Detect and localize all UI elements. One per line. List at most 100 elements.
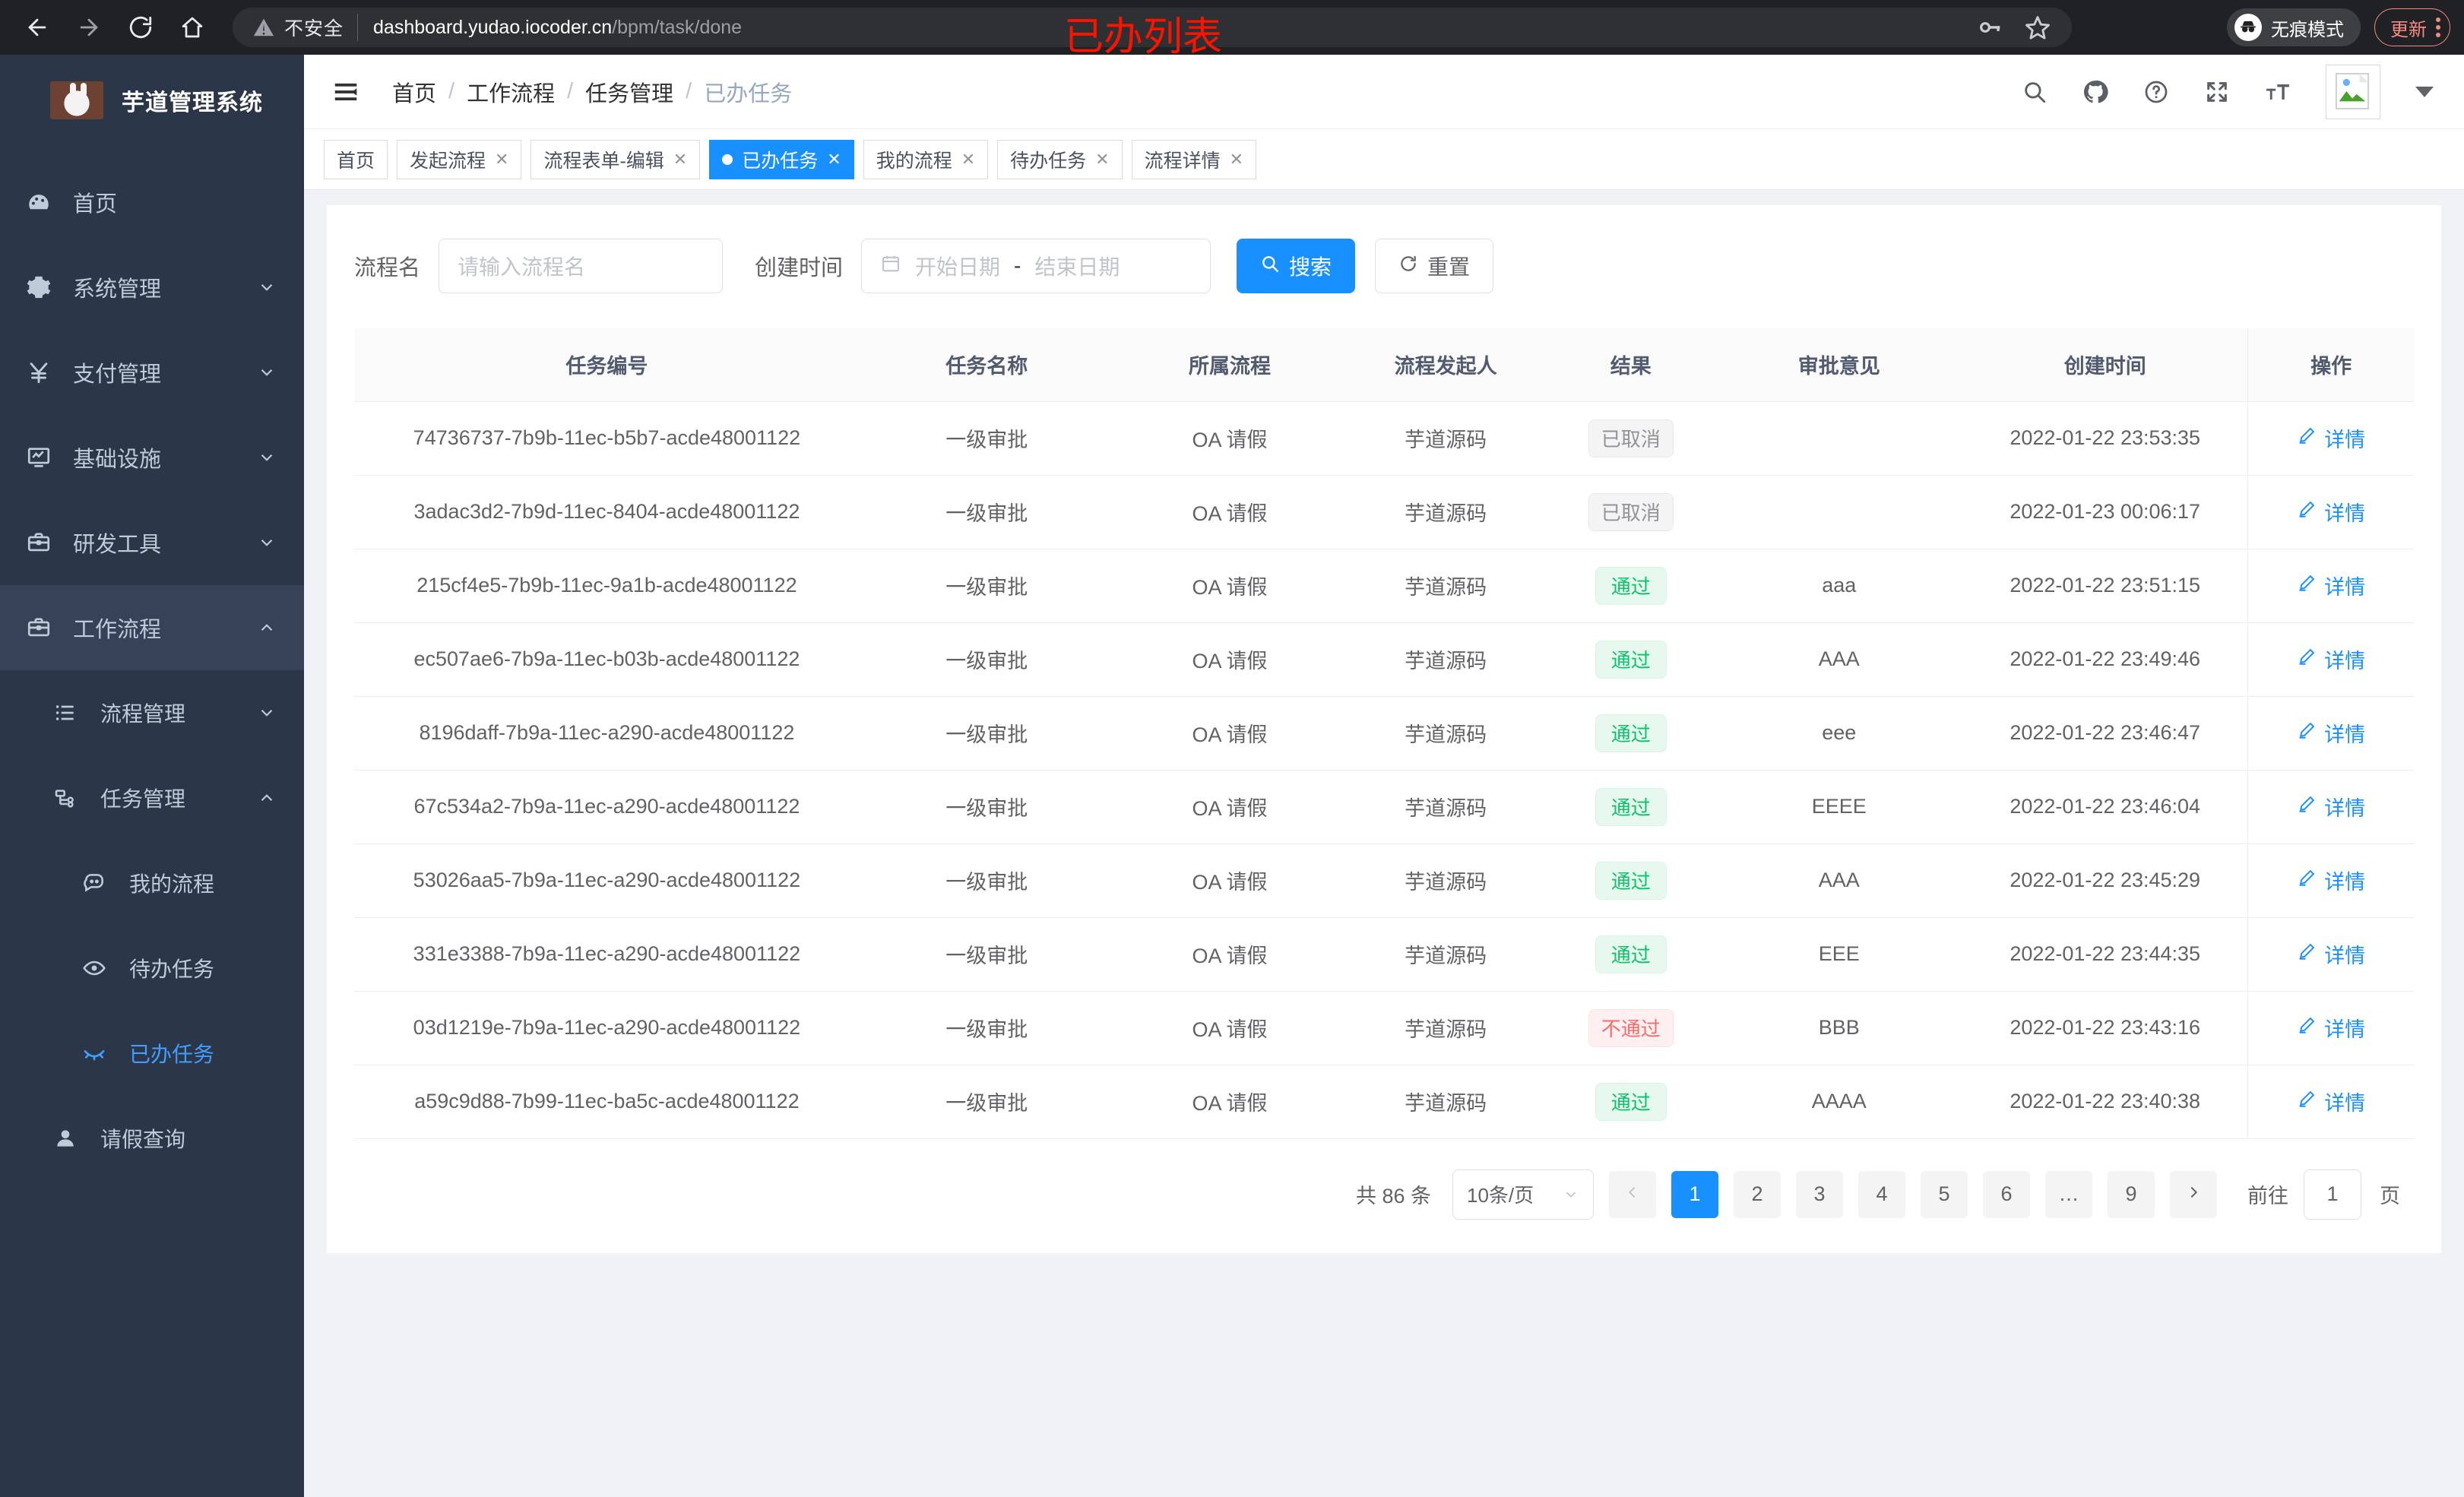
page-number-list: 1 2 3 4 5 6 … 9 [1671,1170,2155,1218]
kebab-menu-icon[interactable] [2436,17,2440,37]
page-ellipsis[interactable]: … [2045,1170,2092,1218]
sidebar-item-label: 基础设施 [73,448,162,472]
sidebar-item-leave-query[interactable]: 请假查询 [0,1096,304,1181]
page-button-9[interactable]: 9 [2108,1170,2155,1218]
update-button[interactable]: 更新 [2374,8,2450,46]
sidebar-item-my-process[interactable]: 我的流程 [0,840,304,926]
prev-page-button[interactable] [1609,1170,1656,1218]
tab-todo-task[interactable]: 待办任务 ✕ [997,139,1123,179]
sidebar-item-task-management[interactable]: 任务管理 [0,755,304,840]
close-icon[interactable]: ✕ [495,149,509,169]
cell-task-id: 53026aa5-7b9a-11ec-a290-acde48001122 [354,843,860,918]
search-icon[interactable] [2022,79,2048,105]
sidebar-item-infrastructure[interactable]: 基础设施 [0,415,304,500]
sidebar-item-label: 我的流程 [129,872,215,896]
avatar[interactable] [2326,64,2380,119]
page-button-4[interactable]: 4 [1858,1170,1905,1218]
tab-done-task[interactable]: 已办任务 ✕ [709,139,854,179]
hamburger-icon[interactable] [331,78,360,106]
page-button-2[interactable]: 2 [1734,1170,1781,1218]
process-name-input[interactable]: 请输入流程名 [439,239,724,293]
sidebar-item-system[interactable]: 系统管理 [0,245,304,330]
cell-operation: 详情 [2247,1065,2414,1139]
reload-button[interactable] [117,4,164,51]
filter-bar: 流程名 请输入流程名 创建时间 开始日期 - 结束日期 [354,239,2414,328]
table-row: a59c9d88-7b99-11ec-ba5c-acde48001122 一级审批… [354,1065,2414,1139]
sidebar-item-devtools[interactable]: 研发工具 [0,500,304,585]
content-card: 流程名 请输入流程名 创建时间 开始日期 - 结束日期 [327,205,2441,1253]
tab-process-detail[interactable]: 流程详情 ✕ [1131,139,1257,179]
table-row: 53026aa5-7b9a-11ec-a290-acde48001122 一级审批… [354,843,2414,918]
key-icon[interactable] [1978,15,2002,40]
cell-operation: 详情 [2247,770,2414,844]
incognito-indicator[interactable]: 无痕模式 [2227,8,2361,46]
fullscreen-icon[interactable] [2204,79,2230,105]
detail-button[interactable]: 详情 [2297,497,2365,527]
total-count-label: 共 86 条 [1355,1185,1431,1207]
detail-button[interactable]: 详情 [2297,718,2365,748]
help-circle-icon[interactable] [2143,79,2169,105]
cell-task-id: 03d1219e-7b9a-11ec-a290-acde48001122 [354,991,860,1065]
cell-opinion: EEEE [1715,770,1963,844]
cell-created-time: 2022-01-22 23:49:46 [1962,622,2248,697]
chat-icon [82,871,129,895]
reset-button[interactable]: 重置 [1375,239,1494,293]
sidebar-item-process-management[interactable]: 流程管理 [0,670,304,755]
page-button-1[interactable]: 1 [1671,1170,1718,1218]
close-icon[interactable]: ✕ [1229,149,1244,169]
close-icon[interactable]: ✕ [1095,149,1110,169]
create-time-range-picker[interactable]: 开始日期 - 结束日期 [861,239,1211,293]
search-button[interactable]: 搜索 [1237,239,1356,293]
detail-button[interactable]: 详情 [2297,792,2365,821]
detail-button[interactable]: 详情 [2297,571,2365,600]
close-icon[interactable]: ✕ [673,149,688,169]
font-size-icon[interactable] [2265,79,2291,105]
page-button-5[interactable]: 5 [1921,1170,1968,1218]
breadcrumb-item-2[interactable]: 工作流程 [467,81,556,106]
close-icon[interactable]: ✕ [961,149,976,169]
page-size-select[interactable]: 10条/页 [1452,1169,1594,1220]
cell-initiator: 芋道源码 [1345,843,1547,918]
detail-button[interactable]: 详情 [2297,1013,2365,1043]
chevron-down-icon[interactable] [2415,86,2434,97]
breadcrumb-item-3[interactable]: 任务管理 [585,81,674,106]
detail-button[interactable]: 详情 [2297,1087,2365,1116]
cell-created-time: 2022-01-22 23:46:47 [1962,696,2248,771]
cell-operation: 详情 [2247,696,2414,771]
sidebar-item-todo-task[interactable]: 待办任务 [0,926,304,1011]
cell-result: 通过 [1546,696,1716,771]
cell-opinion: aaa [1715,549,1963,623]
column-result: 结果 [1546,328,1716,402]
sidebar-item-payment[interactable]: 支付管理 [0,330,304,415]
table-row: 3adac3d2-7b9d-11ec-8404-acde48001122 一级审批… [354,475,2414,549]
jump-page-input[interactable]: 1 [2304,1169,2361,1220]
cell-operation: 详情 [2247,401,2414,476]
forward-button[interactable] [65,4,112,51]
page-size-label: 10条/页 [1467,1184,1534,1207]
breadcrumb-item-1[interactable]: 首页 [392,81,437,106]
close-icon[interactable]: ✕ [827,149,841,169]
github-icon[interactable] [2082,79,2108,105]
detail-button[interactable]: 详情 [2297,423,2365,453]
home-button[interactable] [169,4,216,51]
back-button[interactable] [14,4,61,51]
page-button-6[interactable]: 6 [1983,1170,2030,1218]
sidebar-item-done-task[interactable]: 已办任务 [0,1011,304,1096]
address-bar[interactable]: 不安全 dashboard.yudao.iocoder.cn/bpm/task/… [233,8,2072,47]
cell-created-time: 2022-01-23 00:06:17 [1962,475,2248,549]
next-page-button[interactable] [2170,1170,2217,1218]
detail-button[interactable]: 详情 [2297,939,2365,969]
tab-process-form-edit[interactable]: 流程表单-编辑 ✕ [530,139,701,179]
sidebar-item-home[interactable]: 首页 [0,160,304,245]
detail-button[interactable]: 详情 [2297,866,2365,895]
header-actions [2022,64,2464,119]
dashboard-icon [26,189,73,215]
star-icon[interactable] [2025,14,2051,40]
page-button-3[interactable]: 3 [1796,1170,1843,1218]
detail-button[interactable]: 详情 [2297,644,2365,674]
tab-start-process[interactable]: 发起流程 ✕ [397,139,522,179]
sidebar-logo[interactable]: 芋道管理系统 [0,55,304,146]
tab-home[interactable]: 首页 [324,139,388,179]
tab-my-process[interactable]: 我的流程 ✕ [863,139,989,179]
sidebar-item-workflow[interactable]: 工作流程 [0,585,304,670]
